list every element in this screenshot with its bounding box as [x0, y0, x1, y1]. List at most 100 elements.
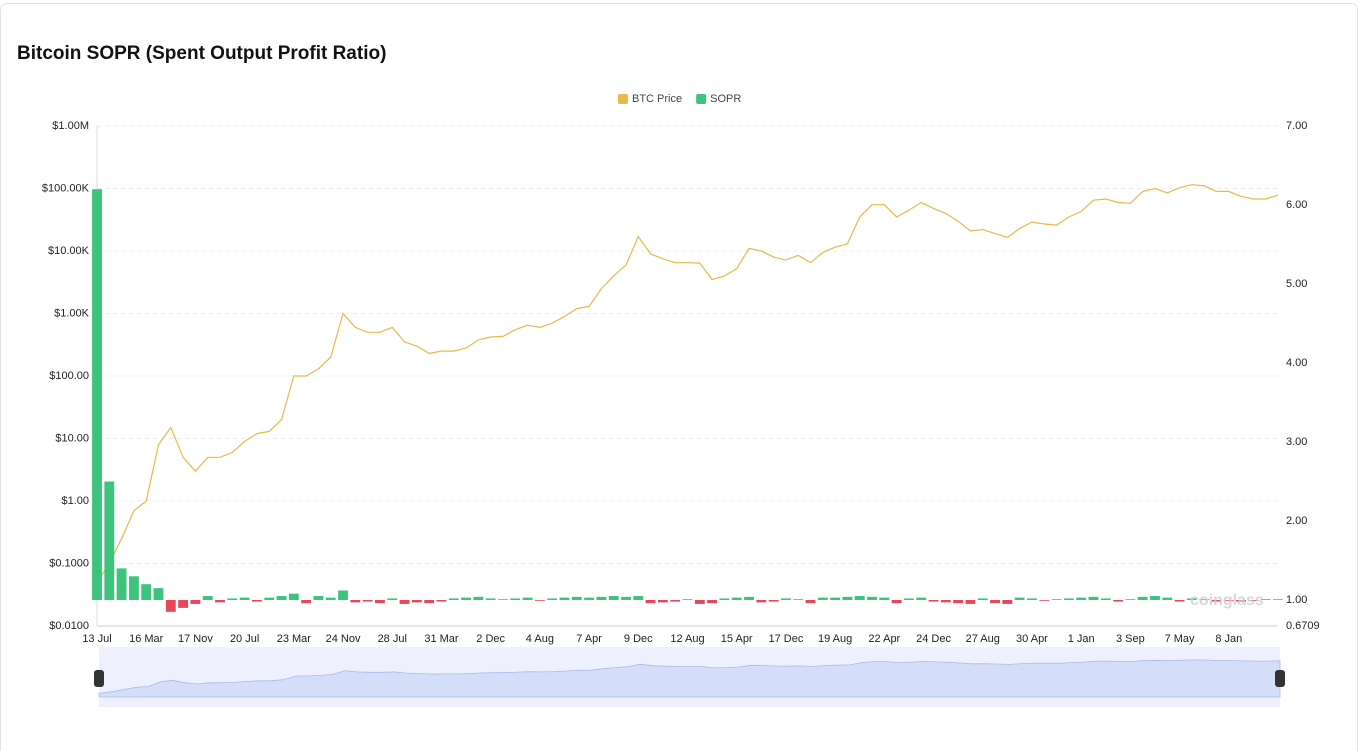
x-tick-label: 23 Mar	[277, 633, 312, 645]
y2-tick-label: 6.00	[1286, 199, 1307, 211]
navigator-handle	[1275, 670, 1285, 687]
y-tick-label: $0.0100	[49, 620, 89, 632]
sopr-bar	[744, 596, 754, 601]
x-tick-label: 31 Mar	[424, 633, 459, 645]
x-tick-label: 13 Jul	[82, 633, 111, 645]
y-tick-label: $100.00	[49, 370, 89, 382]
sopr-bar	[1199, 599, 1210, 601]
sopr-bar	[1174, 600, 1185, 602]
x-tick-label: 9 Dec	[624, 633, 653, 645]
sopr-bar	[879, 597, 890, 601]
sopr-bar	[756, 600, 767, 603]
y-tick-label: $1.00K	[54, 307, 90, 319]
sopr-bar	[928, 600, 939, 602]
sopr-bar	[239, 597, 250, 601]
x-tick-label: 30 Apr	[1016, 633, 1048, 645]
sopr-bar	[1137, 596, 1148, 601]
sopr-bar	[842, 596, 853, 601]
sopr-bar	[830, 597, 841, 601]
x-tick-label: 16 Mar	[129, 633, 164, 645]
y2-tick-label: 2.00	[1286, 515, 1307, 527]
y-tick-label: $100.00K	[42, 182, 90, 194]
y2-tick-label: 4.00	[1286, 357, 1307, 369]
sopr-bar	[104, 481, 115, 601]
legend-label: SOPR	[710, 93, 741, 105]
sopr-bar	[1211, 600, 1222, 602]
sopr-bar	[436, 600, 447, 602]
sopr-bar	[1150, 596, 1160, 601]
y-tick-label: $0.1000	[49, 557, 89, 569]
sopr-bar	[1088, 596, 1099, 601]
sopr-bar	[1076, 597, 1087, 601]
sopr-bar	[116, 568, 127, 601]
sopr-bar	[128, 576, 139, 601]
sopr-bar	[867, 596, 877, 601]
x-tick-label: 7 Apr	[576, 633, 602, 645]
x-tick-label: 15 Apr	[721, 633, 753, 645]
sopr-bar	[584, 597, 595, 601]
sopr-bar	[780, 598, 791, 601]
x-tick-label: 12 Aug	[670, 633, 704, 645]
x-tick-label: 3 Sep	[1116, 633, 1145, 645]
chart-title: Bitcoin SOPR (Spent Output Profit Ratio)	[17, 43, 386, 64]
y-tick-label: $1.00	[61, 495, 89, 507]
sopr-bar	[633, 596, 644, 601]
sopr-bar	[940, 600, 951, 603]
sopr-bar	[141, 584, 152, 601]
sopr-bar	[264, 597, 275, 601]
sopr-bar	[805, 600, 816, 604]
sopr-bar	[965, 600, 976, 604]
sopr-bar	[276, 596, 287, 601]
sopr-bar	[165, 600, 176, 612]
sopr-bar	[694, 600, 705, 604]
sopr-bar	[1039, 600, 1050, 601]
sopr-bar	[325, 597, 336, 601]
sopr-bar	[682, 599, 693, 601]
sopr-bar	[301, 600, 312, 604]
y2-tick-label: 5.00	[1286, 278, 1307, 290]
sopr-bar	[215, 600, 225, 603]
x-tick-label: 24 Nov	[326, 633, 361, 645]
y-tick-label: $1.00M	[52, 120, 89, 132]
sopr-bar	[411, 600, 422, 603]
sopr-bar	[92, 189, 102, 601]
sopr-bar	[990, 600, 1000, 604]
sopr-bar	[461, 597, 471, 601]
sopr-bar	[338, 590, 348, 601]
sopr-bar	[350, 600, 361, 603]
sopr-bar	[1063, 598, 1074, 601]
x-tick-label: 20 Jul	[230, 633, 259, 645]
sopr-bar	[1162, 597, 1173, 601]
sopr-bar	[498, 599, 508, 601]
sopr-bar	[817, 597, 828, 601]
sopr-bar	[190, 600, 201, 604]
sopr-bar	[977, 598, 988, 601]
sopr-bar	[670, 600, 681, 602]
watermark: coinglass	[1190, 592, 1264, 609]
sopr-bar	[313, 596, 324, 601]
x-tick-label: 28 Jul	[378, 633, 407, 645]
sopr-bar	[178, 600, 189, 608]
sopr-bar	[1260, 599, 1271, 601]
y-tick-label: $10.00	[55, 432, 89, 444]
x-tick-label: 4 Aug	[526, 633, 554, 645]
sopr-bar	[891, 600, 902, 604]
navigator-handle	[94, 670, 104, 687]
x-tick-label: 22 Apr	[868, 633, 900, 645]
x-tick-label: 17 Dec	[768, 633, 803, 645]
sopr-bar	[916, 597, 927, 601]
x-tick-label: 19 Aug	[818, 633, 852, 645]
x-tick-label: 7 May	[1165, 633, 1195, 645]
navigator-area	[98, 659, 1281, 698]
sopr-bar	[473, 596, 484, 601]
sopr-bar	[375, 600, 385, 604]
sopr-bar	[719, 598, 730, 601]
sopr-bar	[288, 593, 299, 601]
sopr-bar	[153, 588, 164, 601]
x-tick-label: 24 Dec	[916, 633, 951, 645]
price-line	[96, 184, 1279, 583]
sopr-bar	[399, 600, 410, 604]
sopr-bar	[510, 598, 521, 601]
y2-tick-label: 7.00	[1286, 120, 1307, 132]
